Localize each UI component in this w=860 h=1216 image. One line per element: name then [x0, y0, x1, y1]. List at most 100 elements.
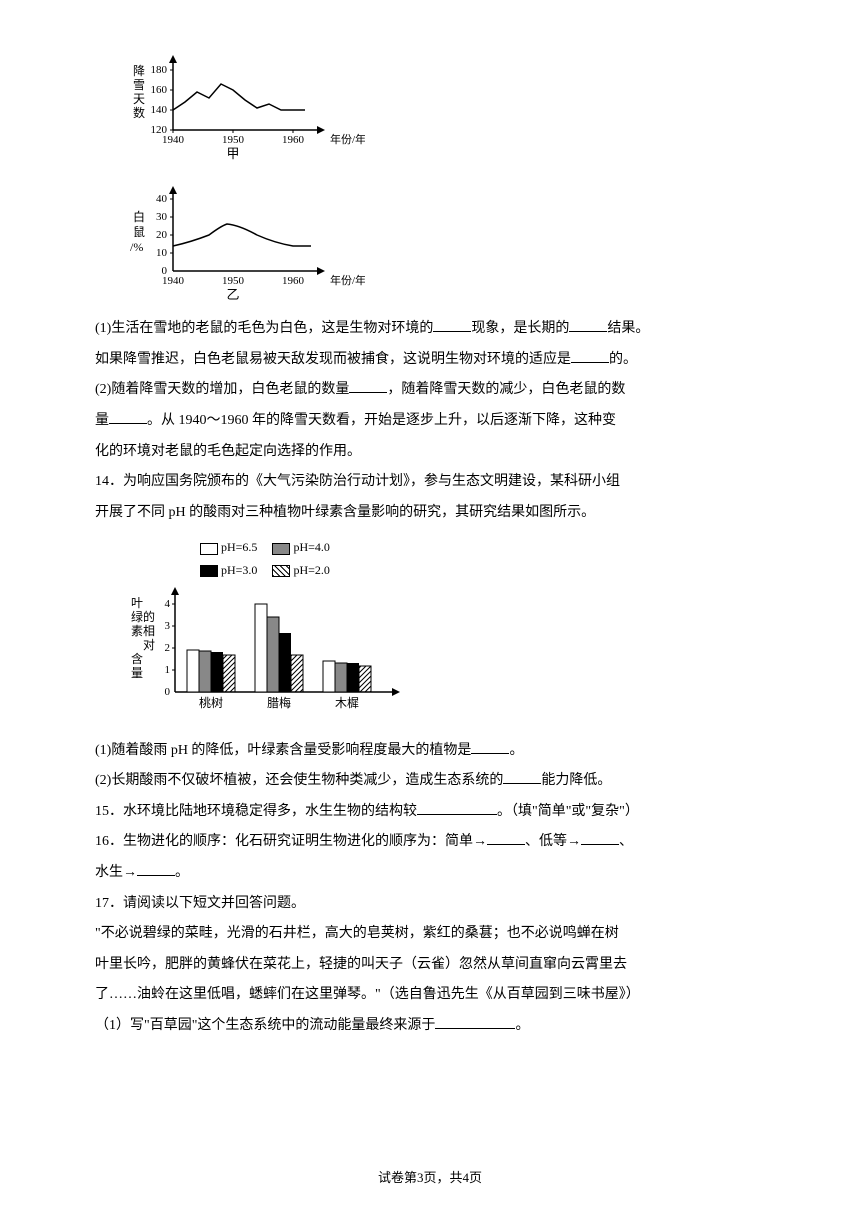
svg-text:1940: 1940	[162, 275, 185, 287]
legend-label: pH=2.0	[293, 563, 329, 577]
q15: 15．水环境比陆地环境稳定得多，水生生物的结构较。（填"简单"或"复杂"）	[95, 799, 765, 826]
q1-mid2: 结果。	[607, 321, 649, 336]
q14-1: (1)随着酸雨 pH 的降低，叶绿素含量受影响程度最大的植物是 。	[95, 738, 765, 765]
svg-text:140: 140	[151, 104, 168, 116]
q17-1: （1）写"百草园"这个生态系统中的流动能量最终来源于 。	[95, 1013, 765, 1040]
q16c: 、	[619, 834, 633, 849]
q16-line2: 水生→ 。	[95, 860, 765, 887]
svg-text:2: 2	[165, 642, 171, 654]
svg-text:1960: 1960	[282, 275, 305, 287]
svg-text:180: 180	[151, 64, 168, 76]
q1-line1: (1)生活在雪地的老鼠的毛色为白色，这是生物对环境的 现象，是长期的 结果。	[95, 316, 765, 343]
blank	[433, 317, 471, 332]
q14-line2: 开展了不同 pH 的酸雨对三种植物叶绿素含量影响的研究，其研究结果如图所示。	[95, 500, 765, 527]
svg-text:年份/年: 年份/年	[330, 273, 365, 287]
legend-label: pH=4.0	[293, 540, 329, 554]
q14-1a: (1)随着酸雨 pH 的降低，叶绿素含量受影响程度最大的植物是	[95, 743, 471, 758]
q14-1b: 。	[509, 743, 523, 758]
svg-text:素: 素	[131, 624, 143, 638]
svg-text:乙: 乙	[226, 287, 239, 301]
svg-text:40: 40	[156, 193, 168, 205]
blank	[137, 861, 175, 876]
svg-text:叶: 叶	[131, 596, 143, 610]
q17-quote3: 了……油蛉在这里低唱，蟋蟀们在这里弹琴。"（选自鲁迅先生《从百草园到三味书屋》）	[95, 982, 765, 1009]
q2-mid: ，随着降雪天数的减少，白色老鼠的数	[387, 382, 625, 397]
q2-line2a: 量	[95, 413, 109, 428]
q14-line1: 14．为响应国务院颁布的《大气污染防治行动计划》，参与生态文明建设，某科研小组	[95, 469, 765, 496]
q16-line2b: 。	[175, 865, 189, 880]
legend-row1: pH=6.5 pH=4.0	[200, 536, 765, 559]
svg-text:雪: 雪	[133, 78, 145, 92]
chart-white-mouse-percent: 0 10 20 30 40 白 鼠 /% 1940 1950 1960 年份/年…	[125, 181, 765, 312]
svg-text:年份/年: 年份/年	[330, 132, 365, 146]
blank	[435, 1013, 515, 1028]
svg-text:腊梅: 腊梅	[267, 695, 291, 710]
q2-prefix: (2)随着降雪天数的增加，白色老鼠的数量	[95, 382, 349, 397]
svg-text:160: 160	[151, 84, 168, 96]
svg-text:/%: /%	[130, 240, 143, 254]
q14-2a: (2)长期酸雨不仅破坏植被，还会使生物种类减少，造成生态系统的	[95, 773, 503, 788]
svg-text:对: 对	[143, 638, 155, 652]
q2-line2: 量 。从 1940～1960 年的降雪天数看，开始是逐步上升，以后逐渐下降，这种变	[95, 408, 765, 435]
blank	[109, 409, 147, 424]
svg-text:绿: 绿	[131, 609, 143, 624]
legend-row2: pH=3.0 pH=2.0	[200, 559, 765, 582]
svg-text:1: 1	[165, 664, 171, 676]
q1-prefix: (1)生活在雪地的老鼠的毛色为白色，这是生物对环境的	[95, 321, 433, 336]
svg-text:1950: 1950	[222, 275, 245, 287]
bar-chart-chlorophyll: pH=6.5 pH=4.0 pH=3.0 pH=2.0 叶 绿 的 素 相 对 …	[125, 536, 765, 732]
chart-snowfall-days: 120 140 160 180 降 雪 天 数 1940 1950 1960 年…	[125, 50, 765, 171]
svg-text:天: 天	[133, 92, 145, 106]
blank	[571, 347, 609, 362]
q2-line2b: 。从 1940～1960 年的降雪天数看，开始是逐步上升，以后逐渐下降，这种变	[147, 413, 616, 428]
q1-mid1: 现象，是长期的	[471, 321, 569, 336]
page-footer: 试卷第3页，共4页	[0, 1166, 860, 1191]
svg-text:4: 4	[165, 598, 171, 610]
svg-text:1960: 1960	[282, 134, 305, 146]
legend-label: pH=3.0	[221, 563, 257, 577]
svg-text:含: 含	[131, 651, 143, 666]
q2-line1: (2)随着降雪天数的增加，白色老鼠的数量 ，随着降雪天数的减少，白色老鼠的数	[95, 377, 765, 404]
svg-text:1950: 1950	[222, 134, 245, 146]
q14-2b: 能力降低。	[541, 773, 611, 788]
q16a: 16．生物进化的顺序：化石研究证明生物进化的顺序为：简单→	[95, 834, 487, 849]
blank	[569, 317, 607, 332]
svg-text:相: 相	[143, 624, 155, 638]
svg-text:1940: 1940	[162, 134, 185, 146]
q1-line2: 如果降雪推迟，白色老鼠易被天敌发现而被捕食，这说明生物对环境的适应是 的。	[95, 347, 765, 374]
blank	[503, 769, 541, 784]
svg-text:量: 量	[131, 666, 143, 680]
svg-text:木樨: 木樨	[335, 696, 359, 710]
svg-text:数: 数	[133, 105, 145, 120]
blank	[349, 378, 387, 393]
q1-end: 的。	[609, 352, 637, 367]
q17-1a: （1）写"百草园"这个生态系统中的流动能量最终来源于	[95, 1018, 435, 1033]
q2-line3: 化的环境对老鼠的毛色起定向选择的作用。	[95, 439, 765, 466]
svg-text:10: 10	[156, 247, 168, 259]
q15a: 15．水环境比陆地环境稳定得多，水生生物的结构较	[95, 804, 417, 819]
blank	[581, 830, 619, 845]
svg-text:20: 20	[156, 229, 168, 241]
svg-text:0: 0	[165, 686, 171, 698]
q16-line2a: 水生→	[95, 865, 137, 880]
q16-line1: 16．生物进化的顺序：化石研究证明生物进化的顺序为：简单→ 、低等→ 、	[95, 829, 765, 856]
svg-text:的: 的	[143, 609, 155, 624]
blank	[487, 830, 525, 845]
q16b: 、低等→	[525, 834, 581, 849]
svg-text:桃树: 桃树	[199, 695, 223, 710]
svg-text:降: 降	[133, 64, 145, 78]
svg-text:白: 白	[133, 209, 145, 224]
q17-1b: 。	[515, 1018, 529, 1033]
blank	[417, 799, 497, 814]
blank	[471, 738, 509, 753]
q14-2: (2)长期酸雨不仅破坏植被，还会使生物种类减少，造成生态系统的 能力降低。	[95, 768, 765, 795]
legend-label: pH=6.5	[221, 540, 257, 554]
q17-quote2: 叶里长吟，肥胖的黄蜂伏在菜花上，轻捷的叫天子（云雀）忽然从草间直窜向云霄里去	[95, 952, 765, 979]
svg-text:甲: 甲	[226, 146, 239, 160]
svg-text:3: 3	[165, 620, 171, 632]
svg-text:30: 30	[156, 211, 168, 223]
q17: 17．请阅读以下短文并回答问题。	[95, 891, 765, 918]
svg-text:鼠: 鼠	[133, 225, 145, 239]
q1-line2-text: 如果降雪推迟，白色老鼠易被天敌发现而被捕食，这说明生物对环境的适应是	[95, 352, 571, 367]
q17-quote1: "不必说碧绿的菜畦，光滑的石井栏，高大的皂荚树，紫红的桑葚；也不必说鸣蝉在树	[95, 921, 765, 948]
